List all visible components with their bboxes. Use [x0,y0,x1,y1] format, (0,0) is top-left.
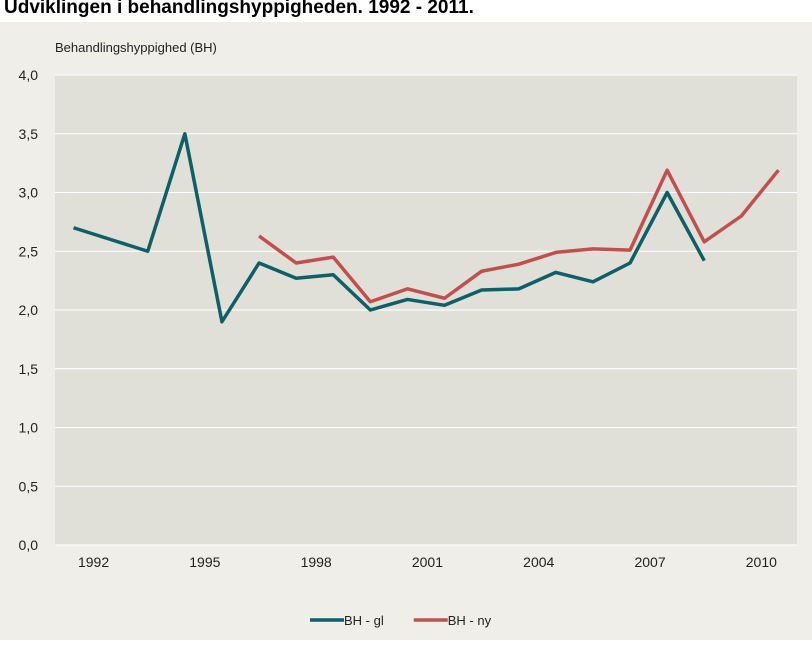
y-tick-label: 0,0 [19,537,39,553]
chart-title: Udviklingen i behandlingshyppigheden. 19… [4,0,474,18]
x-tick-label: 2007 [634,554,665,570]
y-tick-label: 0,5 [19,478,39,494]
y-tick-label: 1,5 [19,361,39,377]
x-tick-label: 2001 [412,554,443,570]
y-tick-label: 3,0 [19,185,39,201]
x-tick-label: 1995 [189,554,220,570]
y-tick-label: 3,5 [19,126,39,142]
y-tick-label: 2,5 [19,243,39,259]
legend-label: BH - ny [448,613,492,628]
legend-label: BH - gl [344,613,384,628]
x-tick-label: 2010 [746,554,777,570]
x-tick-label: 2004 [523,554,554,570]
series-line [258,168,780,304]
y-tick-label: 4,0 [19,67,39,83]
y-axis-label: Behandlingshyppighed (BH) [55,40,217,55]
y-tick-label: 1,0 [19,420,39,436]
x-tick-label: 1992 [78,554,109,570]
x-tick-label: 1998 [301,554,332,570]
y-tick-label: 2,0 [19,302,39,318]
series-line [73,132,706,324]
